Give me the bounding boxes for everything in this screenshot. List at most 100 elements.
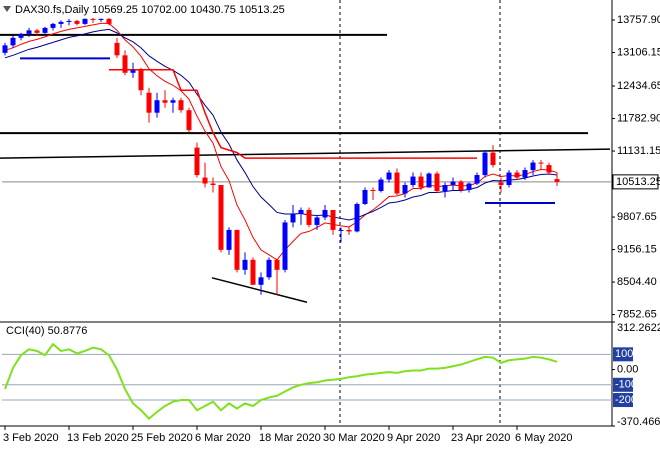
level-box [613, 347, 633, 362]
candle-body [490, 152, 496, 166]
indicator-line [109, 69, 477, 159]
candle-body [370, 190, 376, 192]
x-tick-label: 6 Mar 2020 [195, 432, 251, 444]
candle-body [290, 213, 296, 223]
candle-body [18, 33, 24, 38]
candle-body [258, 277, 264, 285]
candle-body [538, 162, 544, 164]
candle-body [170, 100, 176, 103]
candle-body [554, 179, 560, 182]
y-tick-label: 312.2622 [617, 322, 660, 334]
candle-body [58, 21, 64, 24]
candle-body [10, 37, 16, 46]
trend-line [0, 148, 611, 159]
candle-body [50, 23, 56, 28]
candle-body [546, 165, 552, 173]
indicator-value: 50.8776 [48, 325, 88, 337]
candle-body [506, 172, 512, 186]
candle-body [458, 181, 464, 191]
candle-body [250, 259, 256, 285]
level-label: -100 [615, 379, 637, 391]
candle-body [330, 209, 336, 230]
candle-body [498, 182, 504, 186]
price-box-label: 10513.25 [616, 176, 660, 188]
candle-body [530, 162, 536, 171]
level-label: -200 [615, 394, 637, 406]
y-tick-label: 12434.65 [617, 80, 660, 92]
x-tick-label: 13 Feb 2020 [67, 432, 129, 444]
indicator-name: CCI(40) [6, 325, 45, 337]
candle-body [314, 217, 320, 225]
candle-body [282, 222, 288, 270]
candle-body [466, 183, 472, 191]
level-label: 100 [615, 348, 633, 360]
candle-body [322, 209, 328, 218]
candle-body [82, 18, 88, 24]
candle-body [74, 20, 80, 24]
low-value: 10430.75 [190, 4, 236, 16]
x-tick-label: 3 Feb 2020 [3, 432, 59, 444]
candle-body [354, 203, 360, 232]
candle-body [346, 229, 352, 232]
candle-body [442, 185, 448, 192]
high-value: 10702.00 [141, 4, 187, 16]
y-tick-label: 13106.15 [617, 46, 660, 58]
candle-body [90, 18, 96, 20]
candle-body [418, 176, 424, 188]
candle-body [482, 152, 488, 176]
y-tick-label: 8504.40 [617, 276, 657, 288]
candle-body [186, 110, 192, 131]
indicator-line [4, 342, 558, 420]
candle-body [426, 173, 432, 188]
candle-body [194, 147, 200, 176]
candle-body [522, 170, 528, 178]
y-tick-label: -370.4667 [617, 416, 660, 428]
candle-body [178, 100, 184, 111]
x-tick-label: 25 Feb 2020 [131, 432, 193, 444]
y-tick-label: 11131.15 [617, 145, 660, 157]
candle-body [106, 18, 112, 24]
candle-body [202, 177, 208, 184]
candle-body [274, 259, 280, 270]
x-tick-label: 6 May 2020 [515, 432, 572, 444]
y-tick-label: 7852.65 [617, 308, 657, 320]
candle-body [362, 190, 368, 204]
candle-body [410, 176, 416, 186]
y-tick-label: 9807.65 [617, 211, 657, 223]
x-tick-label: 9 Apr 2020 [387, 432, 440, 444]
candle-body [34, 30, 40, 33]
x-tick-label: 23 Apr 2020 [451, 432, 510, 444]
candle-body [338, 229, 344, 231]
candle-body [130, 70, 136, 73]
candle-body [122, 55, 128, 73]
y-tick-label: 13757.90 [617, 14, 660, 26]
candle-body [434, 173, 440, 192]
candle-body [402, 185, 408, 194]
candle-body [242, 259, 248, 270]
candle-body [514, 172, 520, 178]
candle-body [386, 172, 392, 180]
candle-body [98, 18, 104, 20]
candle-body [378, 179, 384, 192]
trend-line [211, 277, 308, 303]
open-value: 10569.25 [92, 4, 138, 16]
y-tick-label: 11782.90 [617, 112, 660, 124]
candle-body [26, 30, 32, 34]
x-tick-label: 30 Mar 2020 [323, 432, 385, 444]
indicator-line [4, 22, 558, 261]
candle-body [66, 20, 72, 22]
price-box [612, 174, 659, 190]
indicator-line [4, 28, 558, 221]
x-tick-label: 18 Mar 2020 [259, 432, 321, 444]
symbol: DAX30.fs,Daily [15, 4, 89, 16]
candle-body [162, 100, 168, 103]
level-box [613, 393, 633, 408]
candle-body [146, 92, 152, 113]
y-tick-label: 0.00 [617, 363, 638, 375]
candle-body [114, 42, 120, 56]
candle-body [450, 181, 456, 186]
candle-body [218, 185, 224, 250]
